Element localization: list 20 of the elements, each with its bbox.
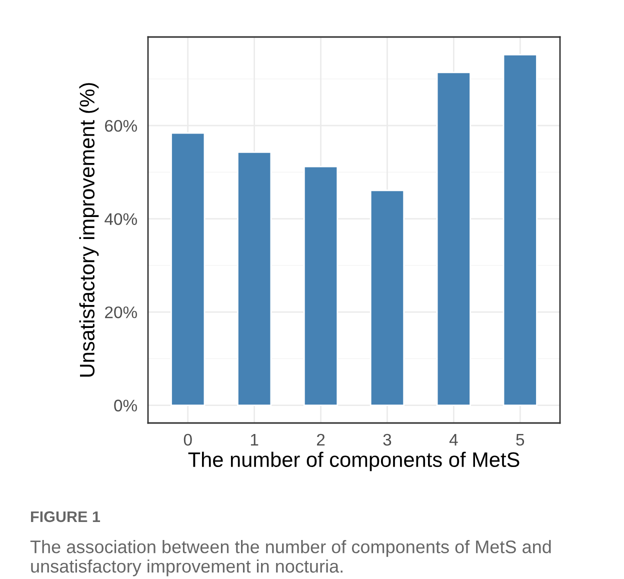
y-axis-title: Unsatisfactory improvement (%) [79,83,99,377]
x-tick-label: 5 [516,434,524,446]
y-tick-label: 0% [114,400,137,412]
x-axis-title: The number of components of MetS [188,452,520,472]
y-tick-label: 60% [105,120,137,132]
bar [370,190,405,406]
x-tick-label: 1 [250,434,258,446]
bar [502,54,538,406]
x-tick-label: 0 [184,434,192,446]
text: The association between the number of components of MetS and unsatisfactory improvement in nocturia. [30,540,551,576]
bar [303,166,338,406]
bar [237,151,272,406]
x-tick-label: 4 [449,434,458,446]
y-tick-label: 20% [105,306,137,318]
y-tick-label: 40% [104,213,137,226]
x-tick-label: 2 [316,434,325,446]
bar [436,72,471,406]
bar [170,132,206,406]
caption: FIGURE 1 [31,511,100,522]
x-tick-label: 3 [383,434,392,446]
